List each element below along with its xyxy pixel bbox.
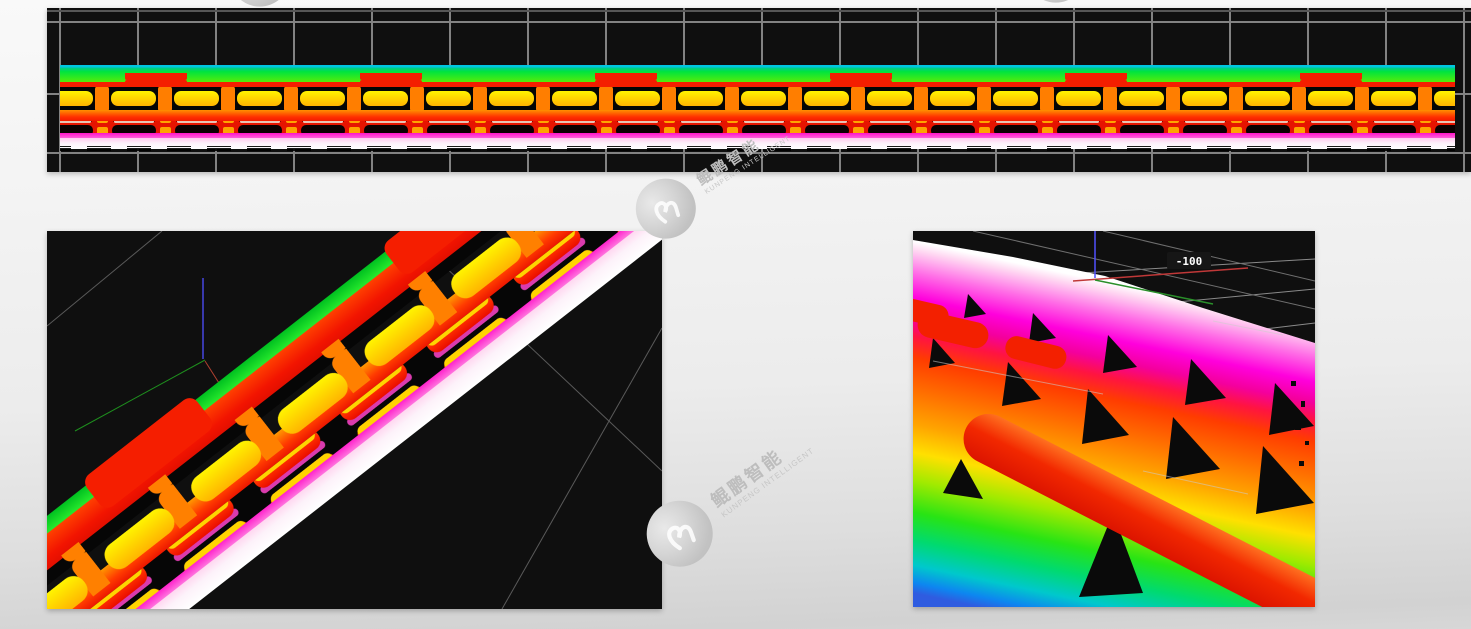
perspective-view-point-cloud — [47, 231, 662, 609]
point-cloud-red-bumps — [913, 297, 1067, 369]
iso-view-panel[interactable]: -100 — [913, 231, 1315, 607]
point-cloud-shadow-triangles — [929, 294, 1314, 597]
point-cloud-red-tube — [963, 413, 1315, 607]
top-view-panel[interactable] — [47, 8, 1471, 172]
watermark-text: 鲲鹏智能 KUNPENG INTELLIGENT — [707, 429, 815, 519]
watermark-en-text: KUNPENG INTELLIGENT — [719, 445, 816, 520]
axis-tick: -100 — [1167, 252, 1211, 269]
top-view-canvas[interactable] — [47, 8, 1471, 172]
point-cloud-surface-lines — [932, 320, 1284, 495]
axis-tick-label: -100 — [1176, 255, 1203, 268]
iso-view-axes — [1072, 231, 1249, 305]
perspective-view-canvas[interactable] — [47, 231, 662, 609]
iso-view-canvas[interactable]: -100 — [913, 231, 1315, 607]
watermark-cn-text: 鲲鹏智能 — [707, 445, 788, 512]
top-view-point-cloud — [60, 65, 1455, 151]
perspective-view-panel[interactable] — [47, 231, 662, 609]
watermark: 鲲鹏智能 KUNPENG INTELLIGENT — [633, 414, 827, 580]
